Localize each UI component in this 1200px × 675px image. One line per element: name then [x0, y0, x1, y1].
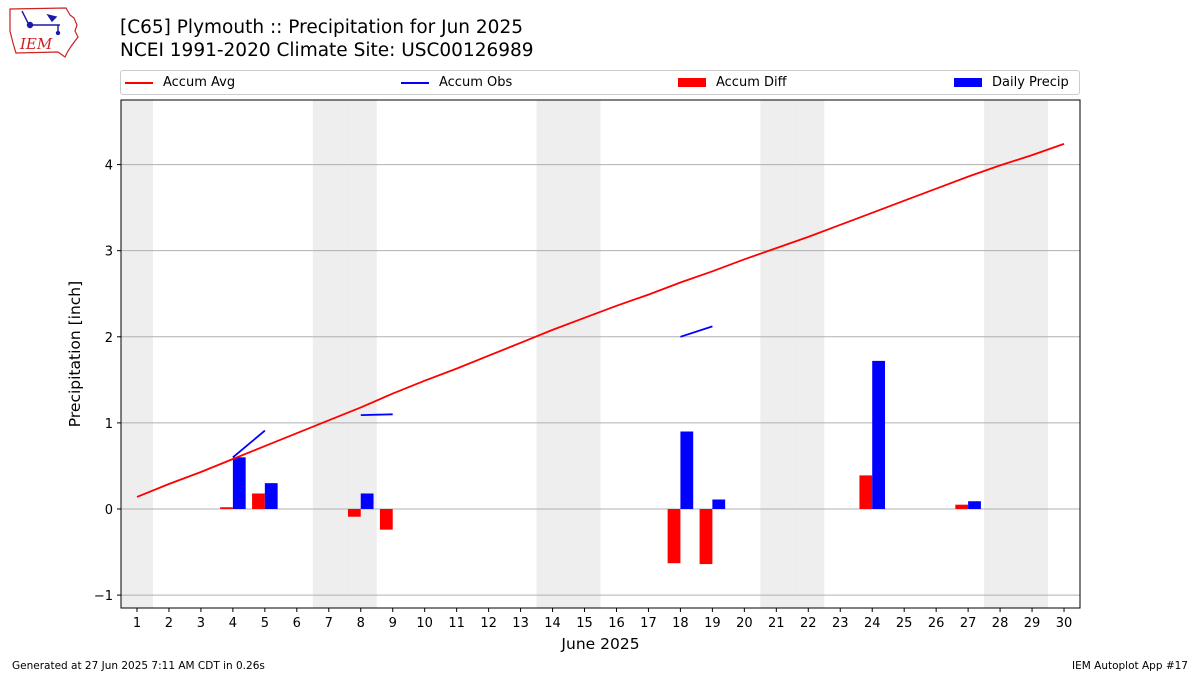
- accum-diff-bar: [252, 493, 265, 509]
- accum-diff-bar: [955, 504, 969, 509]
- daily-precip-bar: [968, 501, 981, 509]
- plot-frame: [120, 99, 1081, 609]
- legend-swatch: [678, 78, 706, 87]
- daily-precip-bar: [264, 483, 278, 509]
- daily-precip-bar: [872, 360, 886, 509]
- y-tick-label: 0: [105, 503, 113, 518]
- app-credit: IEM Autoplot App #17: [1072, 660, 1188, 672]
- daily-precip-bar: [232, 457, 246, 509]
- x-tick-label: 2: [165, 616, 173, 631]
- x-tick-label: 17: [640, 616, 657, 631]
- x-tick-label: 16: [608, 616, 625, 631]
- legend-swatch: [954, 78, 982, 87]
- x-tick-label: 5: [261, 616, 269, 631]
- weekend-shade: [312, 100, 345, 608]
- x-tick-label: 25: [896, 616, 913, 631]
- x-tick-label: 15: [576, 616, 593, 631]
- weekend-shade: [536, 100, 569, 608]
- legend: Accum Avg Accum Obs Accum Diff Daily Pre…: [120, 70, 1080, 95]
- y-tick-label: −1: [94, 589, 113, 604]
- legend-item-accum-diff: Accum Diff: [678, 71, 787, 94]
- x-tick-label: 4: [229, 616, 237, 631]
- legend-swatch: [401, 81, 429, 84]
- x-tick-label: 6: [293, 616, 301, 631]
- x-tick-label: 29: [1024, 616, 1041, 631]
- weather-station-icon: [21, 10, 61, 36]
- x-tick-label: 7: [325, 616, 333, 631]
- legend-item-accum-avg: Accum Avg: [125, 71, 235, 94]
- accum-diff-bar: [347, 508, 361, 517]
- x-tick-label: 18: [672, 616, 689, 631]
- x-tick-label: 3: [197, 616, 205, 631]
- daily-precip-bar: [680, 431, 694, 509]
- legend-label: Daily Precip: [992, 75, 1069, 90]
- weekend-shade: [121, 100, 153, 608]
- x-tick-label: 28: [992, 616, 1009, 631]
- x-tick-label: 1: [133, 616, 141, 631]
- x-tick-label: 12: [480, 616, 497, 631]
- legend-item-accum-obs: Accum Obs: [401, 71, 512, 94]
- weekend-shade: [1016, 100, 1049, 608]
- y-axis-label: Precipitation [inch]: [66, 281, 84, 427]
- accum-obs-line: [360, 413, 393, 416]
- x-tick-label: 19: [704, 616, 721, 631]
- x-axis-label: June 2025: [560, 635, 639, 653]
- chart-subtitle: NCEI 1991-2020 Climate Site: USC00126989: [120, 40, 534, 61]
- accum-diff-bar: [379, 508, 393, 530]
- accum-diff-bar: [667, 508, 681, 564]
- y-tick-label: 1: [105, 417, 113, 432]
- weekend-shade: [344, 100, 377, 608]
- x-tick-label: 8: [357, 616, 365, 631]
- iem-logo: IEM: [9, 7, 79, 58]
- accum-avg-line: [136, 143, 1065, 498]
- weekend-shade: [760, 100, 793, 608]
- x-tick-label: 21: [768, 616, 785, 631]
- x-tick-label: 23: [832, 616, 849, 631]
- chart-title: [C65] Plymouth :: Precipitation for Jun …: [120, 17, 523, 38]
- x-tick-label: 27: [960, 616, 977, 631]
- x-tick-label: 22: [800, 616, 817, 631]
- x-tick-label: 30: [1056, 616, 1073, 631]
- x-tick-label: 9: [389, 616, 397, 631]
- daily-precip-bar: [712, 499, 726, 509]
- x-tick-label: 14: [544, 616, 561, 631]
- x-tick-label: 20: [736, 616, 753, 631]
- weekend-shade: [568, 100, 601, 608]
- accum-diff-bar: [699, 508, 713, 565]
- x-tick-label: 10: [416, 616, 433, 631]
- y-tick-label: 4: [105, 159, 113, 174]
- logo-text: IEM: [19, 35, 53, 53]
- accum-diff-bar: [220, 507, 233, 509]
- x-tick-label: 24: [864, 616, 881, 631]
- accum-diff-bar: [859, 475, 873, 509]
- x-tick-label: 13: [512, 616, 529, 631]
- weekend-shade: [792, 100, 825, 608]
- legend-swatch: [125, 81, 153, 84]
- accum-obs-line: [232, 429, 266, 458]
- legend-label: Accum Diff: [716, 75, 787, 90]
- accum-obs-line: [680, 325, 713, 338]
- legend-item-daily-precip: Daily Precip: [954, 71, 1069, 94]
- legend-label: Accum Obs: [439, 75, 513, 90]
- y-tick-label: 3: [105, 245, 113, 260]
- daily-precip-bar: [360, 493, 374, 509]
- generated-timestamp: Generated at 27 Jun 2025 7:11 AM CDT in …: [12, 660, 265, 672]
- y-tick-label: 2: [105, 331, 113, 346]
- legend-label: Accum Avg: [163, 75, 236, 90]
- x-tick-label: 11: [448, 616, 465, 631]
- weekend-shade: [984, 100, 1017, 608]
- iowa-map-outline: [9, 7, 79, 58]
- x-tick-label: 26: [928, 616, 945, 631]
